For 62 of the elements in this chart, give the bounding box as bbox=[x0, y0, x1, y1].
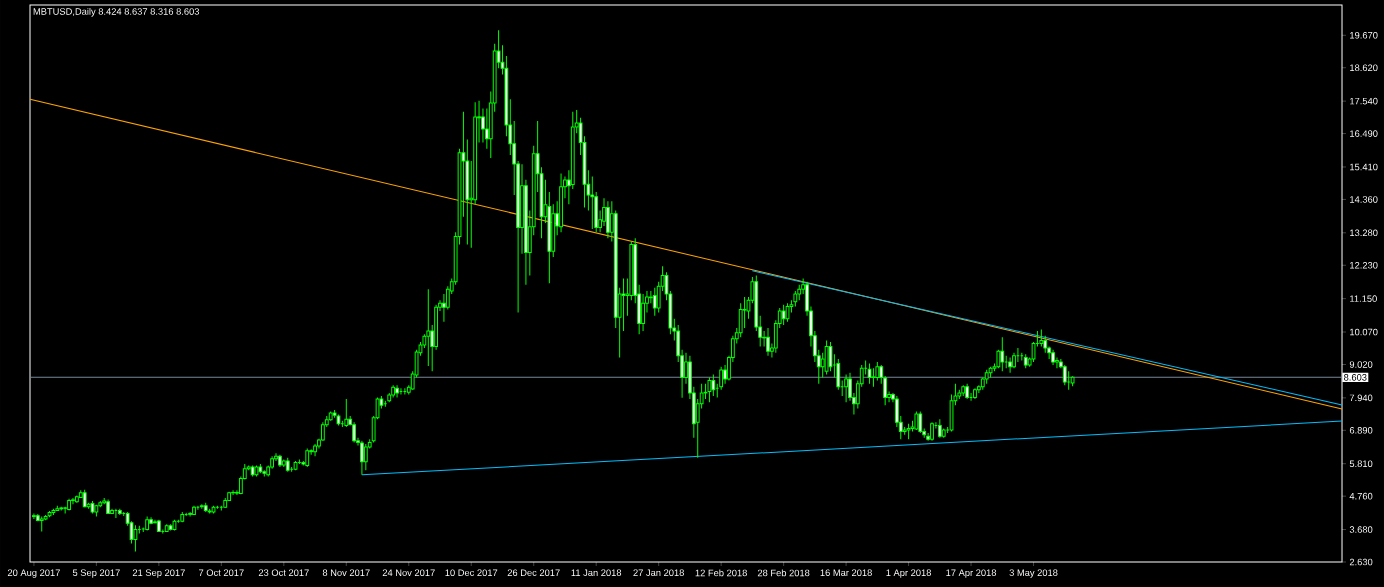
y-tick-label: 18.620 bbox=[1350, 64, 1378, 72]
x-tick-label: 5 Sep 2017 bbox=[72, 569, 120, 578]
candlestick bbox=[641, 293, 645, 332]
candlestick bbox=[395, 384, 399, 399]
candlestick bbox=[621, 278, 626, 332]
y-tick-label: 15.410 bbox=[1350, 163, 1378, 171]
candlestick bbox=[32, 512, 36, 520]
candlestick bbox=[442, 293, 446, 323]
candlestick bbox=[836, 358, 841, 391]
y-tick-label: 19.670 bbox=[1350, 32, 1378, 39]
candlestick bbox=[1008, 356, 1013, 374]
candlestick bbox=[867, 363, 872, 385]
candlestick bbox=[1066, 370, 1071, 391]
candlestick bbox=[360, 440, 364, 476]
candlestick bbox=[785, 302, 790, 323]
y-tick-label: 17.540 bbox=[1350, 97, 1378, 105]
candlestick bbox=[918, 410, 923, 434]
x-tick-label: 21 Sep 2017 bbox=[132, 569, 185, 578]
y-tick-label: 2.630 bbox=[1349, 558, 1373, 566]
candlestick bbox=[1055, 356, 1059, 369]
candlestick bbox=[844, 373, 849, 403]
y-tick-label: 3.680 bbox=[1349, 526, 1373, 533]
x-tick-label: 8 Nov 2017 bbox=[322, 569, 370, 576]
x-tick-label: 17 Apr 2018 bbox=[946, 569, 997, 578]
y-tick-label: 11.150 bbox=[1350, 295, 1377, 302]
candlestick bbox=[930, 421, 934, 442]
y-tick-label: 9.020 bbox=[1349, 361, 1373, 368]
x-tick-label: 16 Mar 2018 bbox=[820, 569, 872, 576]
candlestick bbox=[363, 443, 368, 471]
x-tick-label: 27 Jan 2018 bbox=[633, 569, 684, 576]
y-tick-label: 4.760 bbox=[1349, 492, 1373, 500]
y-tick-label: 16.490 bbox=[1350, 130, 1378, 137]
y-tick-label: 12.230 bbox=[1350, 261, 1378, 269]
x-tick-label: 24 Nov 2017 bbox=[382, 569, 435, 576]
x-tick-label: 20 Aug 2017 bbox=[7, 569, 60, 578]
candlestick bbox=[996, 349, 1001, 369]
x-tick-label: 3 May 2018 bbox=[1009, 569, 1058, 578]
y-tick-label: 6.890 bbox=[1349, 427, 1373, 434]
y-tick-label: 14.360 bbox=[1350, 196, 1378, 203]
x-tick-label: 12 Feb 2018 bbox=[695, 569, 747, 577]
chart-title: MBTUSD,Daily 8.424 8.637 8.316 8.603 bbox=[33, 7, 200, 17]
candlestick bbox=[766, 327, 770, 357]
x-tick-label: 1 Apr 2018 bbox=[886, 569, 931, 578]
candlestick bbox=[711, 373, 716, 397]
y-tick-label: 10.070 bbox=[1350, 328, 1378, 336]
candlestick bbox=[871, 367, 876, 388]
candlestick bbox=[426, 288, 431, 367]
x-tick-label: 11 Jan 2018 bbox=[571, 569, 622, 576]
y-tick-label: 13.280 bbox=[1350, 229, 1378, 237]
ref-line-label: 8.603 bbox=[1344, 374, 1367, 381]
candlestick bbox=[352, 421, 357, 443]
y-tick-label: 7.940 bbox=[1349, 394, 1373, 402]
candlestick bbox=[652, 287, 657, 317]
x-tick-label: 26 Dec 2017 bbox=[507, 569, 560, 576]
x-tick-label: 7 Oct 2017 bbox=[198, 569, 244, 576]
x-tick-label: 10 Dec 2017 bbox=[445, 569, 498, 576]
candlestick bbox=[742, 296, 747, 329]
candlestick bbox=[188, 511, 193, 518]
x-tick-label: 23 Oct 2017 bbox=[258, 569, 309, 576]
candlestick bbox=[937, 418, 942, 439]
x-tick-label: 28 Feb 2018 bbox=[757, 569, 810, 577]
y-tick-label: 5.810 bbox=[1349, 460, 1373, 467]
